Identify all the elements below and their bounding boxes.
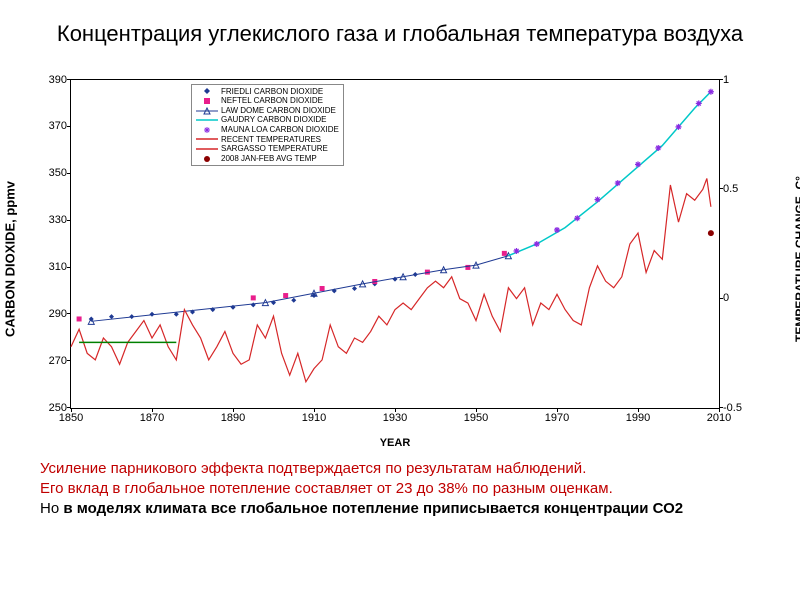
y-left-tick-label: 310 [49, 261, 71, 273]
y-right-tick-label: -0.5 [719, 402, 742, 414]
x-tick-label: 1890 [221, 408, 245, 424]
x-tick-label: 1970 [545, 408, 569, 424]
y-left-tick-label: 250 [49, 402, 71, 414]
plot-area: FRIEDLI CARBON DIOXIDENEFTEL CARBON DIOX… [70, 79, 720, 409]
legend-row: SARGASSO TEMPERATURE [196, 144, 339, 154]
legend-label: GAUDRY CARBON DIOXIDE [221, 115, 327, 125]
legend-label: 2008 JAN-FEB AVG TEMP [221, 154, 317, 164]
footer-line-3-bold: в моделях климата все глобальное потепле… [63, 500, 683, 517]
y-left-tick-label: 330 [49, 214, 71, 226]
y-left-tick-label: 370 [49, 120, 71, 132]
page-title: Концентрация углекислого газа и глобальн… [0, 0, 800, 59]
x-tick-label: 1990 [626, 408, 650, 424]
chart-legend: FRIEDLI CARBON DIOXIDENEFTEL CARBON DIOX… [191, 84, 344, 167]
x-tick-label: 1930 [383, 408, 407, 424]
legend-row: NEFTEL CARBON DIOXIDE [196, 96, 339, 106]
legend-row: FRIEDLI CARBON DIOXIDE [196, 87, 339, 97]
legend-label: LAW DOME CARBON DIOXIDE [221, 106, 336, 116]
y-axis-right-label: TEMPERATURE CHANGE, C° [793, 176, 800, 342]
legend-label: MAUNA LOA CARBON DIOXIDE [221, 125, 339, 135]
y-axis-left-label: CARBON DIOXIDE, ppmv [3, 181, 18, 337]
legend-row: GAUDRY CARBON DIOXIDE [196, 115, 339, 125]
chart-container: CARBON DIOXIDE, ppmv TEMPERATURE CHANGE,… [20, 69, 770, 449]
legend-label: NEFTEL CARBON DIOXIDE [221, 96, 323, 106]
y-right-tick-label: 0 [719, 292, 729, 304]
legend-label: RECENT TEMPERATURES [221, 135, 321, 145]
legend-row: 2008 JAN-FEB AVG TEMP [196, 154, 339, 164]
chart-svg [71, 80, 719, 408]
y-left-tick-label: 290 [49, 308, 71, 320]
y-left-tick-label: 270 [49, 355, 71, 367]
footer-line-2: Его вклад в глобальное потепление состав… [40, 479, 760, 499]
footer-line-3-prefix: Но [40, 500, 63, 517]
footer-line-1: Усиление парникового эффекта подтверждае… [40, 459, 760, 479]
x-tick-label: 1950 [464, 408, 488, 424]
legend-row: LAW DOME CARBON DIOXIDE [196, 106, 339, 116]
y-right-tick-label: 0.5 [719, 183, 738, 195]
y-left-tick-label: 390 [49, 74, 71, 86]
footer-text: Усиление парникового эффекта подтверждае… [0, 449, 800, 520]
legend-row: RECENT TEMPERATURES [196, 135, 339, 145]
footer-line-3: Но в моделях климата все глобальное поте… [40, 499, 760, 519]
legend-label: FRIEDLI CARBON DIOXIDE [221, 87, 323, 97]
x-axis-label: YEAR [380, 437, 411, 449]
legend-row: MAUNA LOA CARBON DIOXIDE [196, 125, 339, 135]
x-tick-label: 1870 [140, 408, 164, 424]
legend-label: SARGASSO TEMPERATURE [221, 144, 328, 154]
y-left-tick-label: 350 [49, 167, 71, 179]
x-tick-label: 1910 [302, 408, 326, 424]
y-right-tick-label: 1 [719, 74, 729, 86]
